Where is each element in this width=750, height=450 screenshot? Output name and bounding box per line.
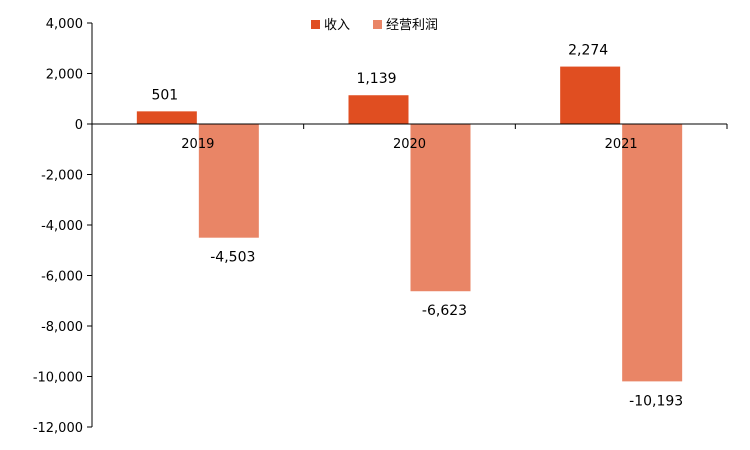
bar-operating-profit-2021 [622,124,683,382]
x-axis: 2019 2020 2021 [91,123,728,152]
bars [136,66,683,382]
x-tick-label: 2021 [605,137,638,152]
y-axis: 4,000 2,000 0 -2,000 -4,000 -6,000 -8,000 -10,0… [33,17,93,436]
legend-label-revenue: 收入 [324,18,350,33]
bar-operating-profit-2020 [410,124,471,292]
data-label: 501 [151,87,178,103]
y-tick-label: -12,000 [33,421,83,436]
legend-swatch-operating-profit [373,20,382,29]
x-tick-label: 2020 [393,137,426,152]
data-labels: 501 -4,503 1,139 -6,623 2,274 -10,193 [151,43,683,410]
x-tick-label: 2019 [181,137,214,152]
data-label: -4,503 [210,250,255,266]
y-tick-label: -6,000 [41,270,83,285]
data-label: -10,193 [629,393,683,409]
data-label: -6,623 [422,303,467,319]
data-label: 1,139 [356,71,396,87]
bar-revenue-2019 [136,111,197,124]
y-tick-label: 4,000 [46,17,83,32]
legend: 收入 经营利润 [311,18,438,33]
bar-revenue-2020 [348,95,409,124]
y-tick-label: 0 [75,118,83,133]
legend-label-operating-profit: 经营利润 [386,18,438,33]
bar-operating-profit-2019 [198,124,259,238]
y-tick-label: 2,000 [46,68,83,83]
bar-revenue-2021 [560,66,621,124]
y-tick-label: -4,000 [41,219,83,234]
y-tick-label: -2,000 [41,169,83,184]
legend-swatch-revenue [311,20,320,29]
y-tick-label: -10,000 [33,371,83,386]
data-label: 2,274 [568,43,608,59]
y-tick-label: -8,000 [41,320,83,335]
